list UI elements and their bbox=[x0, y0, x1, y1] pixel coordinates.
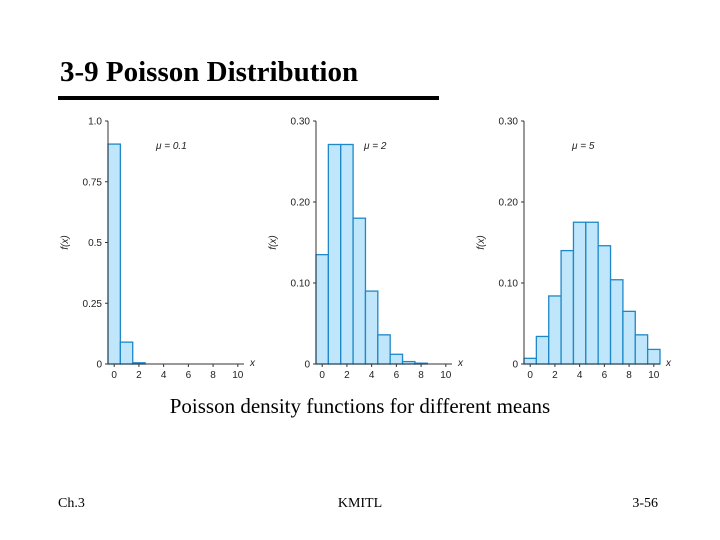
y-tick-label: 0.20 bbox=[291, 198, 311, 209]
y-tick-label: 0 bbox=[96, 360, 102, 371]
bar-x0 bbox=[523, 357, 538, 365]
x-tick-label: 2 bbox=[136, 370, 142, 381]
bar-x1 bbox=[119, 341, 134, 365]
y-axis-label: f(x) bbox=[268, 235, 279, 249]
bar-x9 bbox=[634, 334, 649, 365]
x-tick-label: 10 bbox=[648, 370, 660, 381]
x-tick-label: 2 bbox=[552, 370, 558, 381]
y-tick-label: 0.25 bbox=[83, 299, 103, 310]
y-tick-label: 1.0 bbox=[88, 117, 102, 128]
bar-x5 bbox=[585, 221, 599, 365]
bar-x1 bbox=[327, 143, 342, 365]
bar-x3 bbox=[560, 249, 575, 365]
chart-mu-label: μ = 5 bbox=[571, 141, 595, 152]
footer-page-number: 3-56 bbox=[632, 496, 658, 511]
x-axis-label: x bbox=[249, 358, 256, 369]
x-tick-label: 4 bbox=[161, 370, 167, 381]
x-tick-label: 8 bbox=[210, 370, 216, 381]
x-tick-label: 4 bbox=[369, 370, 375, 381]
y-tick-label: 0.75 bbox=[83, 177, 103, 188]
x-tick-label: 10 bbox=[440, 370, 452, 381]
x-tick-label: 8 bbox=[626, 370, 632, 381]
y-tick-label: 0.10 bbox=[499, 279, 519, 290]
title-underline bbox=[58, 96, 439, 100]
bar-x6 bbox=[389, 353, 404, 365]
x-axis-label: x bbox=[457, 358, 464, 369]
y-tick-label: 0.30 bbox=[499, 117, 519, 128]
y-tick-label: 0.30 bbox=[291, 117, 311, 128]
chart-mu-label: μ = 2 bbox=[363, 141, 387, 152]
footer-chapter: Ch.3 bbox=[58, 496, 85, 511]
bar-x4 bbox=[572, 221, 587, 365]
x-tick-label: 0 bbox=[527, 370, 533, 381]
bar-x5 bbox=[377, 334, 391, 365]
x-tick-label: 0 bbox=[111, 370, 117, 381]
y-tick-label: 0.10 bbox=[291, 279, 311, 290]
y-axis-label: f(x) bbox=[60, 235, 71, 249]
x-tick-label: 6 bbox=[602, 370, 608, 381]
y-tick-label: 0.20 bbox=[499, 198, 519, 209]
x-tick-label: 8 bbox=[418, 370, 424, 381]
slide-title: 3-9 Poisson Distribution bbox=[60, 56, 359, 88]
bar-x1 bbox=[535, 335, 550, 365]
bar-x8 bbox=[622, 310, 636, 365]
x-tick-label: 0 bbox=[319, 370, 325, 381]
x-tick-label: 4 bbox=[577, 370, 583, 381]
y-axis-label: f(x) bbox=[476, 235, 487, 249]
chart-caption: Poisson density functions for different … bbox=[169, 394, 551, 418]
footer-institution: KMITL bbox=[337, 496, 383, 511]
chart-mu-label: μ = 0.1 bbox=[155, 141, 187, 152]
bar-x2 bbox=[340, 143, 354, 365]
y-tick-label: 0 bbox=[304, 360, 310, 371]
x-tick-label: 6 bbox=[394, 370, 400, 381]
bar-x4 bbox=[364, 290, 379, 365]
bar-x10 bbox=[646, 348, 661, 365]
x-tick-label: 10 bbox=[232, 370, 244, 381]
x-tick-label: 2 bbox=[344, 370, 350, 381]
bar-x0 bbox=[315, 253, 330, 365]
bar-x0 bbox=[107, 143, 122, 365]
y-tick-label: 0.5 bbox=[88, 238, 102, 249]
bar-x2 bbox=[548, 295, 562, 365]
x-axis-label: x bbox=[665, 358, 672, 369]
bar-x6 bbox=[597, 245, 612, 365]
bar-x3 bbox=[352, 217, 367, 365]
bar-x7 bbox=[609, 279, 624, 365]
x-tick-label: 6 bbox=[186, 370, 192, 381]
y-tick-label: 0 bbox=[512, 360, 518, 371]
